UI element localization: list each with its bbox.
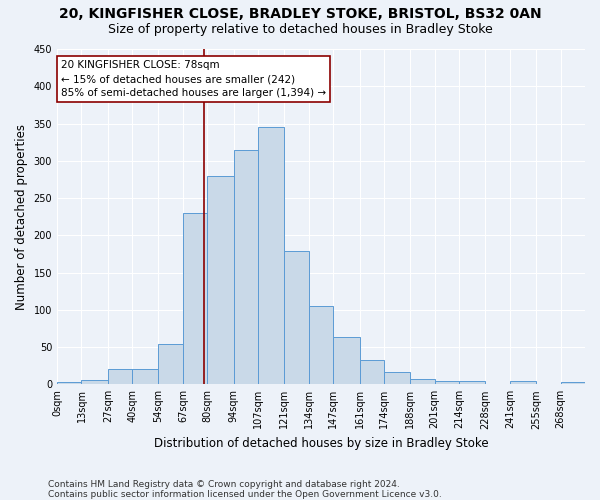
Bar xyxy=(309,306,333,384)
Bar xyxy=(284,251,309,384)
Bar xyxy=(82,380,108,384)
Bar xyxy=(333,338,359,384)
Y-axis label: Number of detached properties: Number of detached properties xyxy=(15,124,28,310)
Text: 20 KINGFISHER CLOSE: 78sqm
← 15% of detached houses are smaller (242)
85% of sem: 20 KINGFISHER CLOSE: 78sqm ← 15% of deta… xyxy=(61,60,326,98)
Bar xyxy=(510,382,536,384)
Text: Contains HM Land Registry data © Crown copyright and database right 2024.: Contains HM Land Registry data © Crown c… xyxy=(48,480,400,489)
Bar xyxy=(410,379,434,384)
Bar xyxy=(384,372,410,384)
Text: Size of property relative to detached houses in Bradley Stoke: Size of property relative to detached ho… xyxy=(107,22,493,36)
Text: Contains public sector information licensed under the Open Government Licence v3: Contains public sector information licen… xyxy=(48,490,442,499)
Bar xyxy=(208,176,233,384)
Bar xyxy=(560,382,585,384)
Bar xyxy=(434,382,459,384)
Bar xyxy=(258,127,284,384)
Bar xyxy=(158,344,183,385)
Bar xyxy=(459,382,485,384)
X-axis label: Distribution of detached houses by size in Bradley Stoke: Distribution of detached houses by size … xyxy=(154,437,488,450)
Bar xyxy=(233,150,258,384)
Bar xyxy=(108,368,132,384)
Text: 20, KINGFISHER CLOSE, BRADLEY STOKE, BRISTOL, BS32 0AN: 20, KINGFISHER CLOSE, BRADLEY STOKE, BRI… xyxy=(59,8,541,22)
Bar xyxy=(132,368,158,384)
Bar xyxy=(359,360,384,384)
Bar xyxy=(183,213,208,384)
Bar xyxy=(57,382,82,384)
